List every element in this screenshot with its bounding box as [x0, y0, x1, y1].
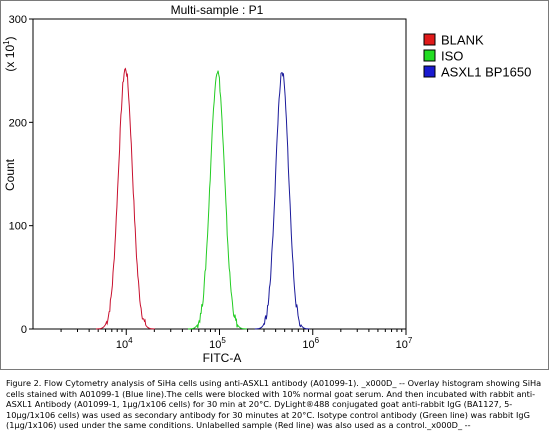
y-axis-label: Count	[3, 158, 17, 191]
figure-caption: Figure 2. Flow Cytometry analysis of SiH…	[6, 378, 542, 431]
y-axis-multiplier: (x 101)	[2, 36, 17, 71]
y-axis-ticks: 0 100 200 300	[9, 14, 33, 336]
legend-swatch-1	[423, 49, 436, 62]
legend-label-0: BLANK	[441, 33, 484, 48]
chart-title: Multi-sample : P1	[171, 3, 264, 17]
series-line-blank	[96, 67, 155, 330]
x-tick-label-0: 104	[116, 336, 133, 351]
y-multiplier-text: (x 10	[3, 45, 17, 72]
plot-area	[32, 18, 407, 330]
series-layer	[96, 67, 310, 330]
y-tick-label-1: 100	[9, 221, 27, 233]
x-tick-label-2: 106	[302, 336, 319, 351]
y-tick-label-3: 300	[9, 14, 27, 26]
legend-swatch-2	[423, 65, 436, 78]
flow-cytometry-histogram: Multi-sample : P1 (x 101) Count FITC-A 0…	[2, 3, 531, 365]
figure-frame	[0, 0, 549, 370]
x-tick-label-1: 105	[209, 336, 226, 351]
y-tick-label-0: 0	[21, 324, 27, 336]
legend-label-1: ISO	[441, 49, 463, 64]
x-tick-label-3: 107	[396, 336, 413, 351]
svg-text:(x 101): (x 101)	[2, 36, 17, 71]
series-line-iso	[187, 70, 247, 330]
x-axis-ticks: 104 105 106 107	[60, 329, 413, 351]
y-tick-label-2: 200	[9, 117, 27, 129]
legend-swatch-0	[423, 33, 436, 46]
legend-label-2: ASXL1 BP1650	[441, 65, 531, 80]
series-line-asxl1-bp1650	[254, 72, 310, 330]
y-multiplier-exp: 1	[2, 40, 11, 45]
x-axis-label: FITC-A	[203, 351, 242, 365]
